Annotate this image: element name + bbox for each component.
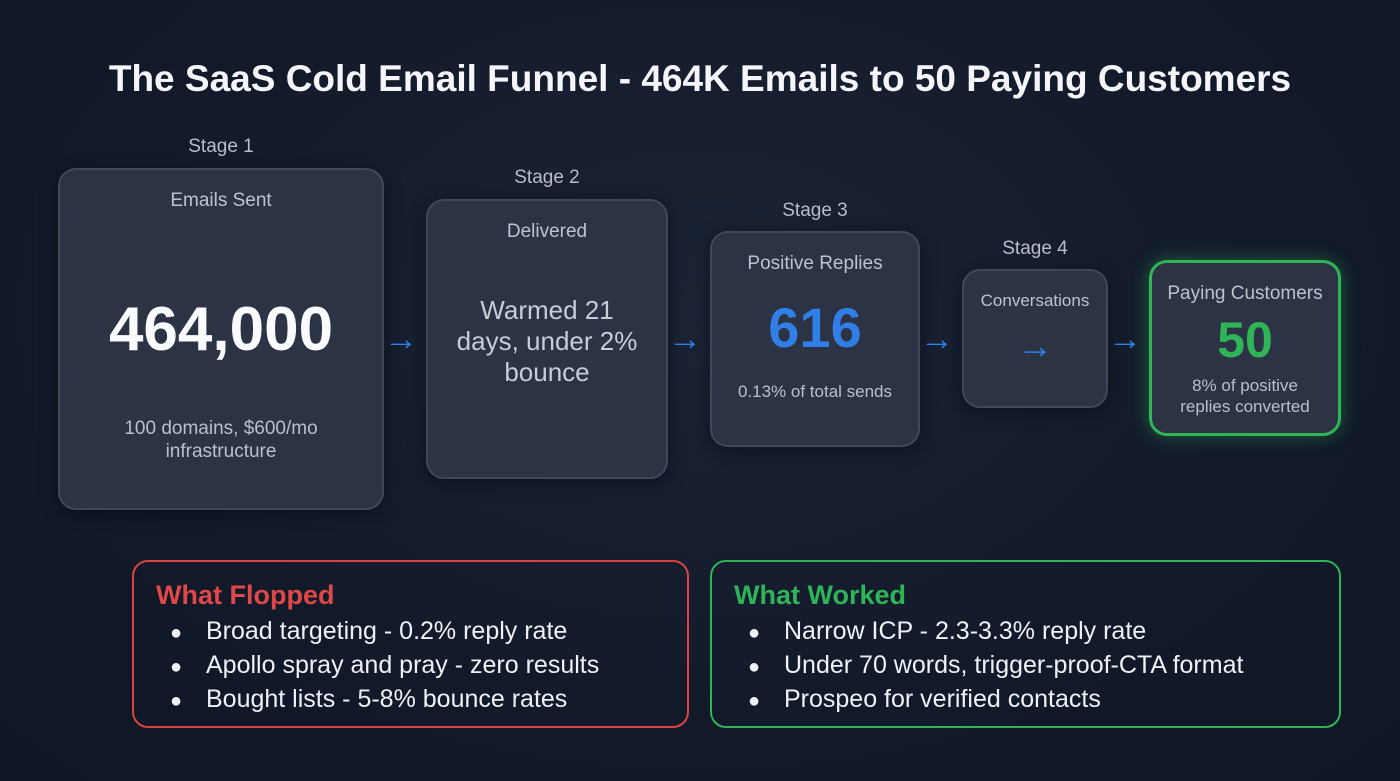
stage-1-label: Stage 1 [188, 136, 254, 157]
item-text: Bought lists - 5-8% bounce rates [206, 685, 568, 713]
list-item: ● Under 70 words, trigger-proof-CTA forma… [734, 649, 1339, 683]
list-item: ● Apollo spray and pray - zero results [156, 649, 687, 683]
stage-note: 0.13% of total sends [737, 382, 893, 401]
item-text: Prospeo for verified contacts [784, 685, 1101, 713]
arrow-icon: → [668, 320, 702, 358]
stage-delivered: Delivered Warmed 21 days, under 2% bounc… [426, 199, 668, 479]
stage-heading: Conversations [980, 291, 1090, 310]
bullet-icon: ● [748, 690, 761, 712]
list-item: ● Narrow ICP - 2.3-3.3% reply rate [734, 615, 1339, 649]
bullet-icon: ● [748, 656, 761, 678]
stage-value: 616 [768, 296, 862, 359]
arrow-icon: → [1017, 325, 1053, 366]
item-text: Narrow ICP - 2.3-3.3% reply rate [784, 617, 1147, 645]
bullet-icon: ● [748, 622, 761, 644]
what-flopped-panel: What Flopped ● Broad targeting - 0.2% rep… [132, 560, 689, 728]
page-title: The SaaS Cold Email Funnel - 464K Emails… [108, 58, 1292, 99]
stage-heading: Emails Sent [170, 190, 272, 211]
stage-paying-customers: Paying Customers 50 8% of positive repli… [1149, 260, 1341, 436]
stage-note: 8% of positive replies converted [1180, 376, 1310, 416]
panel-title: What Flopped [156, 580, 335, 610]
stage-heading: Delivered [506, 221, 588, 242]
arrow-icon: → [1108, 320, 1142, 358]
stage-value: 50 [1217, 312, 1273, 368]
stage-heading: Positive Replies [747, 253, 883, 274]
arrow-icon: → [920, 320, 954, 358]
bullet-icon: ● [170, 690, 183, 712]
list-item: ● Broad targeting - 0.2% reply rate [156, 615, 687, 649]
list-item: ● Bought lists - 5-8% bounce rates [156, 683, 687, 717]
what-worked-panel: What Worked ● Narrow ICP - 2.3-3.3% reply… [710, 560, 1341, 728]
stage-4-label: Stage 4 [1002, 238, 1068, 259]
item-text: Apollo spray and pray - zero results [206, 651, 600, 679]
stage-note: Warmed 21 days, under 2% bounce [456, 295, 638, 387]
item-text: Under 70 words, trigger-proof-CTA format [784, 651, 1244, 679]
item-text: Broad targeting - 0.2% reply rate [206, 617, 568, 645]
stage-positive-replies: Positive Replies 616 0.13% of total send… [710, 231, 920, 447]
stage-2-label: Stage 2 [514, 167, 580, 188]
arrow-icon: → [384, 320, 418, 358]
stage-emails-sent: Emails Sent 464,000 100 domains, $600/mo… [58, 168, 384, 510]
panel-title: What Worked [734, 580, 907, 610]
stage-value: 464,000 [108, 295, 334, 364]
list-item: ● Prospeo for verified contacts [734, 683, 1339, 717]
bullet-icon: ● [170, 656, 183, 678]
stage-conversations: Conversations → [962, 269, 1108, 408]
stage-3-label: Stage 3 [782, 200, 848, 221]
stage-heading: Paying Customers [1167, 283, 1323, 304]
stage-note: 100 domains, $600/mo infrastructure [124, 418, 318, 462]
bullet-icon: ● [170, 622, 183, 644]
